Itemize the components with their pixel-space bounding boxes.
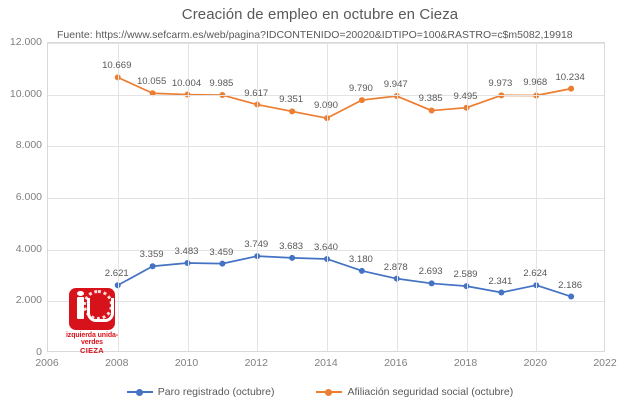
chart-legend: Paro registrado (octubre) Afiliación seg…: [0, 386, 640, 398]
legend-label-paro: Paro registrado (octubre): [157, 386, 275, 398]
logo-line1: izquierda unida-verdes: [65, 332, 119, 346]
gridline-horizontal: [48, 146, 604, 148]
data-point-label: 2.186: [558, 279, 583, 291]
x-axis-tick-label: 2018: [453, 357, 478, 369]
data-point-marker[interactable]: [568, 85, 575, 92]
data-point-marker[interactable]: [149, 263, 156, 270]
y-axis-tick-label: 12.000: [9, 36, 42, 48]
plot-area: [47, 42, 605, 352]
data-point-marker[interactable]: [289, 254, 296, 261]
y-axis-tick-label: 10.000: [9, 87, 42, 100]
gridline-vertical: [396, 43, 398, 351]
legend-item-paro[interactable]: Paro registrado (octubre): [126, 386, 275, 398]
x-axis-tick-label: 2006: [35, 357, 59, 369]
gridline-vertical: [117, 43, 119, 351]
gridline-vertical: [187, 43, 189, 351]
iu-logo-icon: [69, 288, 115, 330]
x-axis-tick-label: 2020: [523, 357, 547, 369]
data-point-label: 10.004: [171, 77, 202, 89]
data-point-label: 9.090: [313, 100, 339, 112]
data-point-label: 10.234: [555, 71, 585, 83]
x-axis-tick-label: 2008: [105, 357, 129, 369]
data-point-label: 9.973: [488, 78, 513, 90]
data-point-label: 9.947: [383, 79, 408, 91]
gridline-vertical: [536, 43, 538, 351]
data-point-marker[interactable]: [498, 289, 505, 296]
x-axis-tick-label: 2014: [314, 357, 338, 369]
y-axis-tick-label: 6.000: [15, 191, 42, 203]
data-point-label: 9.968: [523, 77, 548, 89]
data-point-marker[interactable]: [428, 107, 435, 114]
chart-subtitle-source: Fuente: https://www.sefcarm.es/web/pagin…: [57, 29, 573, 41]
data-point-label: 10.669: [102, 60, 132, 72]
gridline-horizontal: [48, 301, 604, 303]
data-point-label: 9.617: [244, 87, 269, 99]
x-axis-tick-label: 2022: [593, 357, 617, 369]
gridline-vertical: [327, 43, 328, 351]
legend-item-afiliacion[interactable]: Afiliación seguridad social (octubre): [316, 386, 513, 398]
data-point-label: 9.385: [418, 92, 443, 104]
data-point-label: 9.985: [209, 78, 234, 90]
data-point-label: 3.749: [244, 239, 269, 251]
y-axis-tick-label: 8.000: [15, 139, 42, 152]
data-point-label: 3.683: [279, 240, 304, 252]
y-axis-tick-label: 4.000: [15, 242, 42, 255]
data-point-label: 3.459: [209, 246, 234, 258]
data-point-marker[interactable]: [428, 280, 435, 287]
data-point-marker[interactable]: [358, 267, 365, 274]
data-point-marker[interactable]: [219, 260, 226, 267]
legend-marker-blue-icon: [126, 387, 153, 397]
legend-label-afiliacion: Afiliación seguridad social (octubre): [347, 386, 514, 398]
logo-line2: CIEZA: [80, 346, 104, 355]
data-point-label: 9.495: [453, 90, 478, 102]
data-point-label: 3.640: [313, 241, 339, 253]
data-point-label: 9.351: [279, 94, 304, 106]
series-line: [117, 76, 572, 120]
gridline-horizontal: [48, 249, 604, 251]
gridline-horizontal: [48, 94, 604, 96]
y-axis-tick-label: 2.000: [15, 294, 42, 307]
chart-title: Creación de empleo en octubre en Cieza: [181, 6, 459, 23]
data-point-label: 10.055: [136, 76, 167, 88]
data-point-label: 3.180: [348, 253, 373, 265]
x-axis-tick-label: 2016: [384, 357, 408, 369]
data-point-marker[interactable]: [289, 108, 296, 115]
gridline-horizontal: [48, 43, 604, 44]
data-point-label: 3.359: [139, 249, 164, 261]
gridline-horizontal: [48, 198, 604, 199]
data-point-label: 2.341: [488, 275, 513, 287]
data-point-label: 3.483: [174, 246, 199, 258]
organization-logo: izquierda unida-verdes CIEZA: [58, 288, 126, 355]
x-axis-tick-label: 2010: [174, 357, 199, 369]
x-axis-tick-label: 2012: [244, 357, 268, 369]
data-point-marker[interactable]: [568, 293, 575, 300]
data-point-label: 2.589: [453, 269, 478, 281]
data-point-label: 2.624: [523, 268, 548, 280]
data-point-label: 2.693: [418, 266, 443, 278]
legend-marker-orange-icon: [316, 387, 343, 397]
data-point-marker[interactable]: [358, 97, 365, 104]
series-line: [117, 255, 572, 298]
data-point-label: 9.790: [348, 83, 373, 95]
data-point-label: 2.878: [383, 261, 408, 273]
gridline-vertical: [257, 43, 259, 351]
data-point-label: 2.621: [104, 268, 129, 280]
gridline-vertical: [466, 43, 468, 351]
y-axis-tick-label: 0: [36, 346, 42, 358]
